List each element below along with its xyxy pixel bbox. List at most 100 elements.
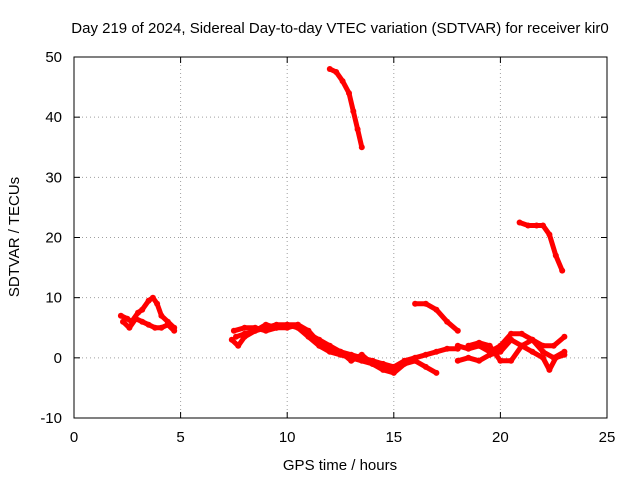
data-point — [358, 144, 365, 151]
data-point — [380, 363, 387, 370]
data-point — [422, 300, 429, 307]
data-point — [546, 366, 553, 373]
y-tick-label: 50 — [45, 49, 62, 66]
data-point — [369, 360, 376, 367]
x-tick-label: 5 — [176, 429, 184, 446]
data-point — [412, 300, 419, 307]
data-point — [465, 354, 472, 361]
data-point — [262, 321, 269, 328]
data-point — [497, 348, 504, 355]
x-axis-label: GPS time / hours — [283, 457, 397, 474]
data-point — [339, 78, 346, 85]
data-point — [454, 357, 461, 364]
data-point — [454, 327, 461, 334]
x-tick-label: 20 — [492, 429, 509, 446]
data-point — [120, 318, 126, 325]
data-point — [476, 357, 483, 364]
data-point — [346, 90, 352, 97]
y-tick-label: 20 — [45, 230, 62, 247]
data-point — [540, 354, 546, 361]
data-point — [433, 348, 440, 355]
data-point — [540, 342, 546, 349]
data-point — [476, 339, 483, 346]
data-point — [358, 351, 365, 358]
data-point — [401, 360, 408, 367]
data-point — [149, 294, 156, 301]
data-point — [559, 267, 566, 274]
data-point — [354, 126, 361, 133]
data-point — [533, 222, 540, 229]
chart-title: Day 219 of 2024, Sidereal Day-to-day VTE… — [71, 20, 608, 37]
data-point — [561, 333, 568, 340]
data-point — [422, 363, 429, 370]
y-tick-label: -10 — [40, 410, 62, 427]
data-point — [444, 318, 451, 325]
data-point — [139, 306, 146, 313]
data-point — [284, 324, 291, 331]
data-point — [305, 327, 312, 334]
ticks: 0 5 10 15 20 25 -10 0 10 20 30 40 50 — [40, 49, 615, 446]
data-point — [337, 348, 344, 355]
data-point — [316, 339, 323, 346]
series-high-arc — [327, 66, 365, 150]
data-point — [508, 357, 515, 364]
y-tick-label: 10 — [45, 290, 62, 307]
data-point — [518, 330, 525, 337]
data-point — [252, 327, 259, 334]
data-point — [228, 336, 235, 343]
data-point — [171, 327, 178, 334]
data-point — [145, 297, 152, 304]
data-point — [145, 321, 152, 328]
data-point — [333, 69, 340, 75]
data-point — [117, 312, 124, 319]
data-point — [126, 324, 133, 331]
data-point — [497, 357, 504, 364]
plot-frame — [73, 56, 608, 419]
data-point — [132, 315, 139, 322]
x-tick-label: 15 — [385, 429, 402, 446]
data-point — [152, 324, 158, 331]
data-point — [235, 342, 242, 349]
data-point — [433, 306, 440, 313]
data-point — [154, 300, 161, 307]
data-point — [486, 342, 493, 349]
data-point — [390, 366, 397, 373]
data-point — [508, 330, 515, 337]
data-point — [550, 342, 557, 349]
y-tick-label: 30 — [45, 169, 62, 186]
series-main-3 — [233, 322, 397, 373]
data-point — [326, 345, 333, 352]
data-point — [561, 351, 568, 358]
data-point — [262, 327, 269, 334]
data-point — [552, 354, 559, 361]
series-late-high — [517, 220, 565, 274]
data-point — [350, 108, 357, 115]
y-tick-label: 40 — [45, 109, 62, 126]
grid — [74, 57, 607, 418]
data-point — [546, 231, 553, 238]
data-point — [465, 342, 472, 349]
data-point — [516, 219, 523, 226]
data-point — [158, 324, 165, 331]
data-point — [294, 321, 301, 328]
data-point — [433, 369, 440, 376]
data-point — [540, 348, 546, 355]
data-point — [273, 324, 280, 331]
data-point — [164, 321, 171, 328]
data-point — [529, 336, 536, 343]
x-tick-label: 0 — [70, 429, 78, 446]
series-layer — [117, 66, 568, 376]
data-point — [525, 222, 532, 229]
data-point — [540, 222, 546, 229]
data-point — [124, 315, 131, 322]
data-point — [233, 333, 239, 340]
data-point — [241, 324, 248, 331]
data-point — [326, 66, 333, 72]
data-point — [230, 327, 237, 334]
data-point — [241, 330, 248, 337]
data-point — [348, 357, 355, 364]
data-point — [552, 252, 559, 259]
x-tick-label: 10 — [279, 429, 296, 446]
data-point — [508, 336, 515, 343]
